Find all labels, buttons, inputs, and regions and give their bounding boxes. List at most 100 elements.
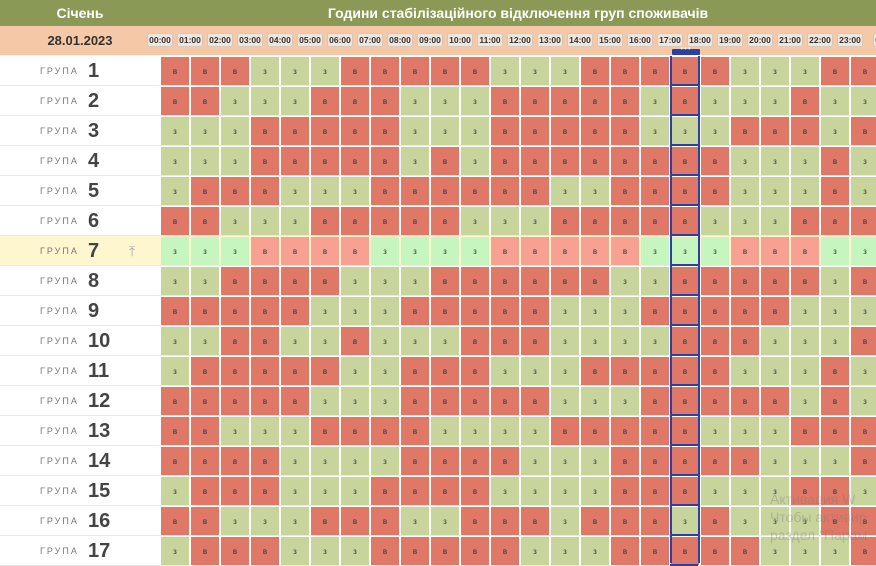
group-row[interactable]: ГРУПА 11 з в в в в в з з в в в з з з в в в в в з з з в з — [0, 356, 876, 386]
slot-off: в — [491, 387, 520, 415]
group-row[interactable]: ГРУПА 4 з з з в в в в в з в з в в в в в в в в з з з в з — [0, 146, 876, 176]
slot-on: з — [461, 117, 490, 145]
slot-off: в — [281, 237, 310, 265]
slot-off: в — [341, 327, 370, 355]
slot-off: в — [821, 207, 850, 235]
hour-label-text: 12:00 — [507, 33, 533, 47]
slot-off: в — [551, 207, 580, 235]
slot-on: з — [641, 117, 670, 145]
group-row[interactable]: ГРУПА 7 ⤒ з з з в в в в з з з з в в в в в з з з в в в з з — [0, 236, 876, 266]
hour-label-text: 23:00 — [837, 33, 863, 47]
slot-off: в — [371, 177, 400, 205]
slot-off: в — [191, 447, 220, 475]
slot-off: в — [251, 327, 280, 355]
slot-off: в — [821, 177, 850, 205]
group-row[interactable]: ГРУПА 16 в в з з з в в в з з в в в з в в в з в з з з в в — [0, 506, 876, 536]
group-row[interactable]: ГРУПА 13 в в з з з в в в в з з з з в в в в в з з з в в в — [0, 416, 876, 446]
group-number: 2 — [88, 89, 100, 112]
slot-on: з — [521, 357, 550, 385]
slot-off: в — [461, 177, 490, 205]
slot-off: в — [611, 57, 640, 85]
slot-off: в — [401, 177, 430, 205]
slot-on: з — [311, 297, 340, 325]
slot-off: в — [671, 447, 700, 475]
slot-on: з — [161, 177, 190, 205]
slot-off: в — [581, 117, 610, 145]
group-label: ГРУПА 4 — [0, 146, 160, 176]
group-row[interactable]: ГРУПА 1 в в в з з з в в в в в з з з в в в в в з з з в в — [0, 56, 876, 86]
slot-on: з — [341, 477, 370, 505]
group-number: 1 — [88, 59, 100, 82]
hour-label: 22:00 — [807, 33, 833, 47]
group-row[interactable]: ГРУПА 17 з в в в з з з в в в в в з з з в в в в в з з з в — [0, 536, 876, 566]
slot-on: з — [731, 207, 760, 235]
current-hour-row-marker — [670, 264, 698, 266]
group-number: 17 — [88, 539, 111, 562]
slot-off: в — [281, 267, 310, 295]
current-hour-row-marker — [670, 324, 698, 326]
slot-on: з — [491, 477, 520, 505]
group-number: 14 — [88, 449, 111, 472]
slot-off: в — [461, 447, 490, 475]
slot-off: в — [251, 447, 280, 475]
slot-off: в — [491, 177, 520, 205]
current-hour-row-marker — [670, 174, 698, 176]
slot-off: в — [671, 357, 700, 385]
slot-off: в — [821, 387, 850, 415]
group-word: ГРУПА — [40, 456, 79, 466]
slot-off: в — [581, 417, 610, 445]
slot-on: з — [551, 297, 580, 325]
slot-off: в — [701, 177, 730, 205]
schedule-title: Години стабілізаційного відключення груп… — [160, 0, 876, 26]
group-row[interactable]: ГРУПА 15 з в в в з з з в в в в з з з з в в в з з з в в з — [0, 476, 876, 506]
hour-label: 15:00 — [597, 33, 623, 47]
slot-on: з — [221, 117, 250, 145]
pin-top-icon[interactable]: ⤒ — [129, 243, 136, 259]
slot-on: з — [191, 327, 220, 355]
slot-on: з — [461, 87, 490, 115]
slot-on: з — [281, 207, 310, 235]
slot-on: з — [791, 537, 820, 565]
group-row[interactable]: ГРУПА 10 з з в в з з в з з з в в в з з з з в в в з з з в — [0, 326, 876, 356]
group-row[interactable]: ГРУПА 12 в в в в в з з з в в в в в з з з в в в в в з в з — [0, 386, 876, 416]
group-number: 15 — [88, 479, 111, 502]
slot-on: з — [611, 327, 640, 355]
slot-on: з — [821, 117, 850, 145]
group-number: 6 — [88, 209, 100, 232]
slot-on: з — [851, 237, 876, 265]
hour-label: 12:00 — [507, 33, 533, 47]
hour-label: 02:00 — [207, 33, 233, 47]
slot-off: в — [701, 297, 730, 325]
slot-on: з — [761, 327, 790, 355]
slot-off: в — [431, 357, 460, 385]
slot-on: з — [551, 57, 580, 85]
slot-off: в — [311, 357, 340, 385]
slot-on: з — [851, 147, 876, 175]
group-row[interactable]: ГРУПА 5 з в в в з з з в в в в в в з з в в в в з з з в з — [0, 176, 876, 206]
group-row[interactable]: ГРУПА 9 в в в в в з з з в в в в в з з з в в в в в з з з — [0, 296, 876, 326]
slot-off: в — [521, 87, 550, 115]
slot-off: в — [371, 417, 400, 445]
group-row[interactable]: ГРУПА 14 в в в в з з з з в в в в з з з в в в в в з з з в — [0, 446, 876, 476]
slot-on: з — [731, 417, 760, 445]
slot-off: в — [791, 267, 820, 295]
group-row[interactable]: ГРУПА 8 з з в в в в з з з в в в в в в з з в в в в в з в — [0, 266, 876, 296]
slot-off: в — [371, 507, 400, 535]
hour-label-text: 05:00 — [297, 33, 323, 47]
hour-label-text: 13:00 — [537, 33, 563, 47]
slot-off: в — [731, 537, 760, 565]
group-row[interactable]: ГРУПА 3 з з з в в в в в з з з в в в в в з з з в в в з в — [0, 116, 876, 146]
slot-off: в — [161, 387, 190, 415]
slot-on: з — [311, 387, 340, 415]
group-word: ГРУПА — [40, 486, 79, 496]
group-word: ГРУПА — [40, 246, 79, 256]
slot-off: в — [341, 207, 370, 235]
slot-on: з — [221, 87, 250, 115]
slot-off: в — [161, 417, 190, 445]
slot-off: в — [611, 207, 640, 235]
slot-off: в — [281, 297, 310, 325]
group-row[interactable]: ГРУПА 2 в в з з з в в в з з з в в в в в з в з з з в з з — [0, 86, 876, 116]
hour-label: 14:00 — [567, 33, 593, 47]
current-hour-row-marker — [670, 144, 698, 146]
group-row[interactable]: ГРУПА 6 в в з з з в в в в в з з з в в в в в з з з в в в — [0, 206, 876, 236]
